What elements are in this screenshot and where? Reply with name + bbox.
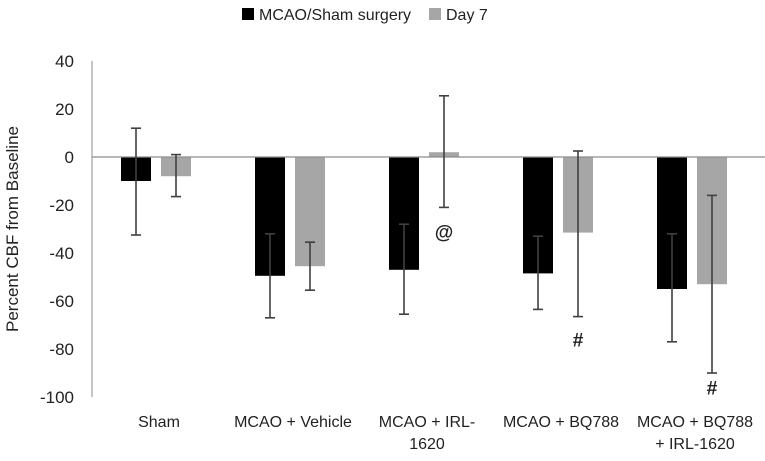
y-tick-label: -80 bbox=[49, 340, 74, 359]
x-category-label: MCAO + IRL- bbox=[379, 414, 475, 431]
legend: MCAO/Sham surgery Day 7 bbox=[242, 7, 488, 24]
significance-annotation: # bbox=[707, 378, 718, 399]
significance-annotation: @ bbox=[435, 222, 454, 243]
significance-annotation: # bbox=[573, 330, 584, 351]
y-tick-label: -100 bbox=[40, 388, 74, 407]
error-bars bbox=[131, 95, 717, 374]
y-tick-label: -20 bbox=[49, 196, 74, 215]
labels: 40 20 0 -20 -40 -60 -80 -100 Percent CBF from Ba… bbox=[3, 52, 753, 453]
y-tick-label: 0 bbox=[65, 148, 74, 167]
x-category-label: MCAO + BQ788 bbox=[503, 414, 619, 431]
bars bbox=[92, 152, 765, 289]
legend-swatch bbox=[429, 8, 441, 20]
x-category-label: + IRL-1620 bbox=[655, 436, 735, 453]
y-tick-label: -60 bbox=[49, 292, 74, 311]
x-category-label: MCAO + BQ788 bbox=[637, 414, 753, 431]
y-tick-label: -40 bbox=[49, 244, 74, 263]
x-category-label: 1620 bbox=[409, 436, 445, 453]
x-category-label: MCAO + Vehicle bbox=[234, 414, 352, 431]
y-axis-title: Percent CBF from Baseline bbox=[3, 126, 22, 332]
legend-label: Day 7 bbox=[446, 7, 488, 24]
legend-swatch bbox=[242, 8, 254, 20]
legend-label: MCAO/Sham surgery bbox=[259, 7, 411, 24]
y-tick-label: 40 bbox=[55, 52, 74, 71]
y-tick-label: 20 bbox=[55, 100, 74, 119]
x-category-label: Sham bbox=[138, 414, 180, 431]
